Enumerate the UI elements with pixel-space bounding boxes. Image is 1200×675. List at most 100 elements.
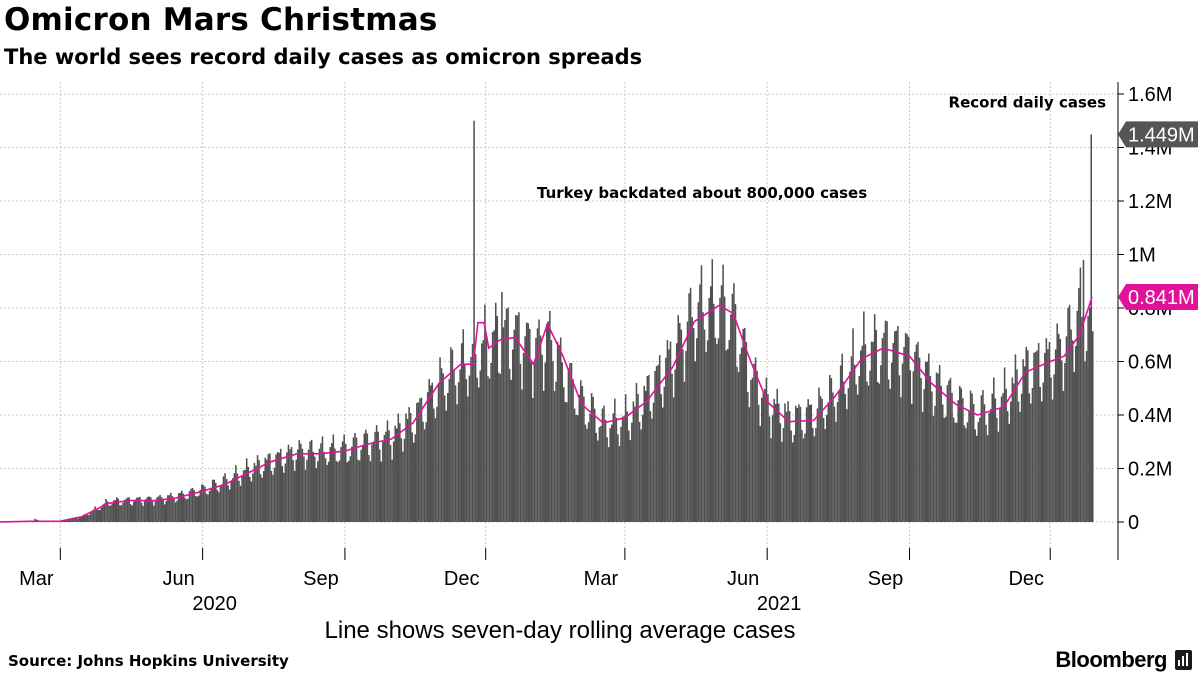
daily-case-bar [468,375,471,522]
daily-case-bar [501,291,503,522]
daily-case-bar [106,501,109,522]
daily-case-bar [279,448,282,522]
daily-case-bar [380,461,383,522]
daily-case-bar [717,338,720,522]
daily-case-bar [233,473,236,522]
daily-case-bar [145,498,147,522]
daily-case-bar [1034,351,1037,522]
daily-case-bar [114,500,117,522]
daily-case-bar [946,385,949,522]
daily-case-bar [331,443,333,522]
daily-case-bar [295,459,297,522]
daily-case-bar [86,514,89,522]
daily-case-bar [841,353,843,522]
daily-case-bar [740,347,743,522]
daily-case-bar [825,414,828,522]
daily-case-bar [558,344,560,522]
daily-case-bar [338,460,341,522]
daily-case-bar [805,407,808,522]
daily-case-bar [521,389,523,522]
daily-case-bar [538,319,540,522]
daily-case-bar [750,379,752,522]
daily-case-bar [1003,367,1006,522]
daily-case-bar [969,390,972,522]
daily-case-bar [861,345,864,522]
daily-case-bar [88,515,90,522]
daily-case-bar [945,416,947,522]
daily-case-bar [881,338,884,522]
daily-case-bar [912,371,915,522]
y-tick-label: 1M [1128,245,1156,267]
daily-case-bar [850,356,853,522]
daily-case-bar [392,441,395,522]
daily-case-bar [937,373,939,522]
daily-case-bar [855,384,857,522]
daily-case-bar [600,426,602,522]
daily-case-bar [85,514,87,522]
daily-case-bar [112,500,115,522]
daily-case-bar [675,343,678,522]
daily-case-bar [290,446,293,522]
daily-case-bar [706,340,709,522]
daily-case-bar [402,451,404,522]
daily-case-bar [75,518,78,522]
daily-case-bar [694,361,697,522]
daily-case-bar [971,393,973,522]
daily-case-bar [914,351,916,522]
daily-case-bar [72,518,75,522]
daily-case-bar [852,328,854,522]
daily-case-bar [182,493,185,522]
daily-case-bar [663,386,666,522]
daily-case-bar [357,459,359,522]
daily-case-bar [911,403,913,522]
daily-case-bar [575,414,577,522]
daily-case-bar [264,457,267,522]
daily-case-bar [620,426,622,522]
daily-case-bar [996,417,998,522]
daily-case-bar [747,392,749,522]
daily-case-bar [100,507,103,522]
daily-case-bar [296,449,299,522]
daily-case-bar [974,429,976,522]
daily-case-bar [572,379,574,522]
daily-case-bar [606,437,608,522]
daily-case-bar [454,385,457,522]
daily-case-bar [372,441,375,522]
daily-case-bar [532,397,534,522]
daily-case-bar [812,427,814,522]
daily-case-bar [450,347,452,522]
daily-case-bar [448,378,451,522]
daily-case-bar [674,369,676,522]
rolling-average-line [0,296,1093,523]
daily-case-bar [734,303,737,522]
daily-case-bar [216,489,219,522]
daily-case-bar [589,413,591,522]
daily-case-bar [269,453,271,522]
daily-case-bar [389,444,392,522]
daily-case-bar [552,361,554,522]
daily-case-bar [504,320,506,522]
daily-case-bar [830,378,833,522]
daily-case-bar [513,329,516,522]
daily-case-bar [819,396,822,522]
daily-case-bar [658,355,661,522]
daily-case-bar [470,357,472,522]
daily-case-bar [631,422,633,522]
daily-case-bar [720,285,723,522]
daily-case-bar [177,493,180,522]
daily-case-bar [1082,259,1085,522]
daily-case-bar [544,362,546,522]
daily-case-bar [889,388,891,522]
daily-case-bar [176,500,178,522]
daily-case-bar [188,491,191,522]
daily-case-bar [228,489,231,522]
daily-case-bar [553,391,556,522]
x-tick-label: Mar [19,568,54,590]
source-label: Source: Johns Hopkins University [8,652,289,670]
daily-case-bar [1016,369,1018,522]
daily-case-bar [595,432,598,522]
daily-case-bar [320,443,322,522]
daily-case-bar [151,501,154,522]
daily-case-bar [951,392,953,522]
daily-case-bar [409,413,412,522]
